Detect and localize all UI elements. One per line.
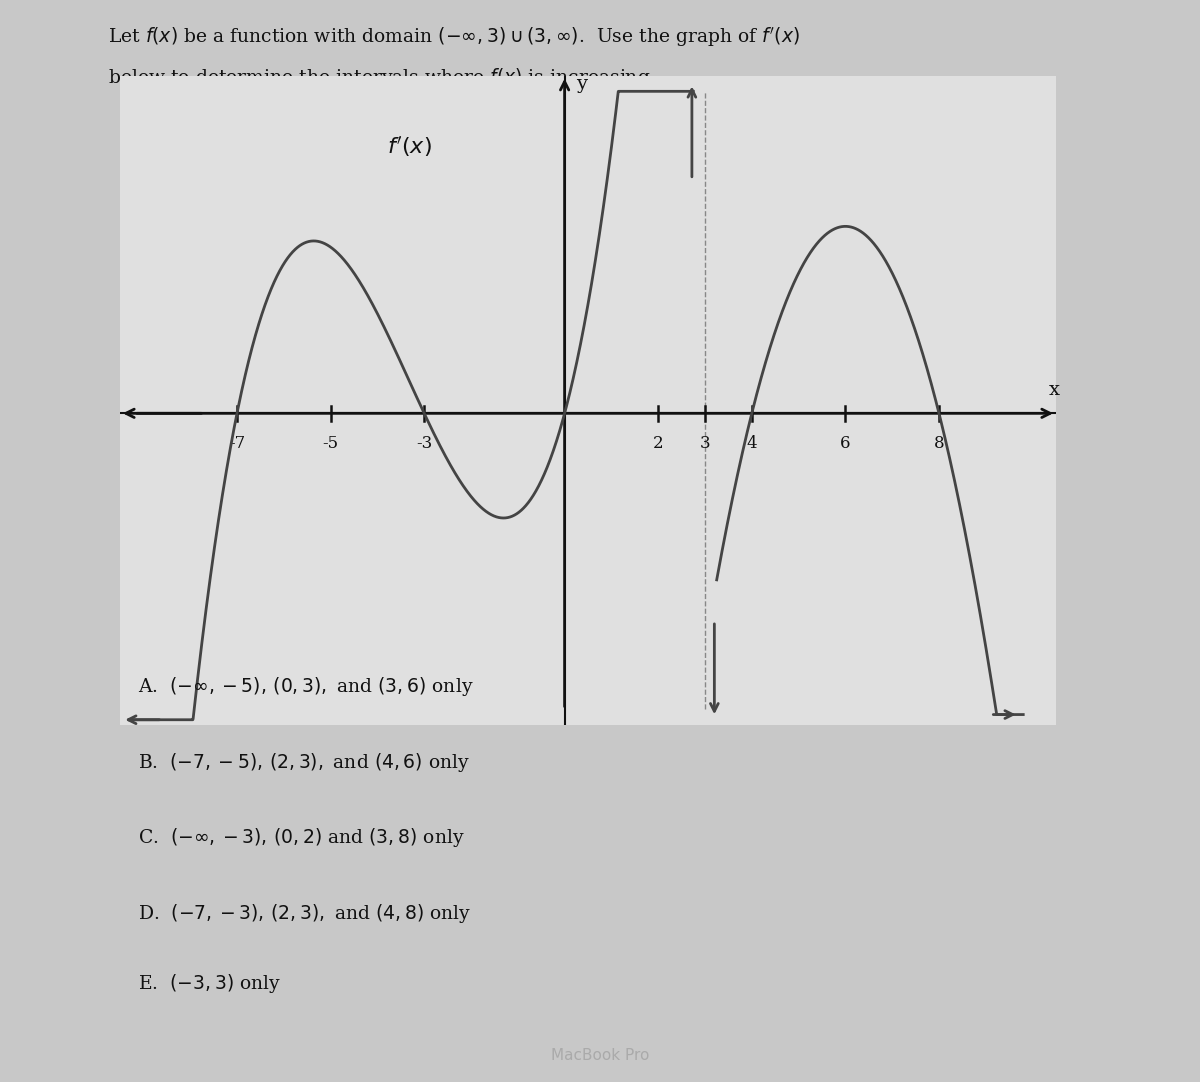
Text: 3: 3: [700, 435, 710, 452]
Text: -7: -7: [229, 435, 245, 452]
Text: y: y: [576, 75, 587, 93]
Text: C.  $(-\infty, -3),\,(0, 2)$ and $(3, 8)$ only: C. $(-\infty, -3),\,(0, 2)$ and $(3, 8)$…: [138, 827, 464, 849]
Text: 8: 8: [934, 435, 944, 452]
Text: E.  $(-3, 3)$ only: E. $(-3, 3)$ only: [138, 973, 281, 995]
Text: 4: 4: [746, 435, 757, 452]
Text: A.  $(-\infty, -5),\,(0, 3),$ and $(3, 6)$ only: A. $(-\infty, -5),\,(0, 3),$ and $(3, 6)…: [138, 675, 474, 698]
Text: 2: 2: [653, 435, 664, 452]
Text: x: x: [1049, 381, 1060, 399]
Text: $f'(\mathit{x})$: $f'(\mathit{x})$: [386, 134, 432, 159]
Text: Let $f(x)$ be a function with domain $(-\infty, 3) \cup (3, \infty)$.  Use the g: Let $f(x)$ be a function with domain $(-…: [108, 25, 800, 50]
Text: 6: 6: [840, 435, 851, 452]
Text: below to determine the intervals where $f(x)$ is increasing.: below to determine the intervals where $…: [108, 66, 655, 89]
Text: -3: -3: [416, 435, 432, 452]
Text: -5: -5: [323, 435, 338, 452]
Text: MacBook Pro: MacBook Pro: [551, 1048, 649, 1064]
Text: B.  $(-7, -5),\,(2, 3),$ and $(4, 6)$ only: B. $(-7, -5),\,(2, 3),$ and $(4, 6)$ onl…: [138, 751, 470, 774]
Text: D.  $(-7, -3),\,(2, 3),$ and $(4, 8)$ only: D. $(-7, -3),\,(2, 3),$ and $(4, 8)$ onl…: [138, 902, 472, 925]
